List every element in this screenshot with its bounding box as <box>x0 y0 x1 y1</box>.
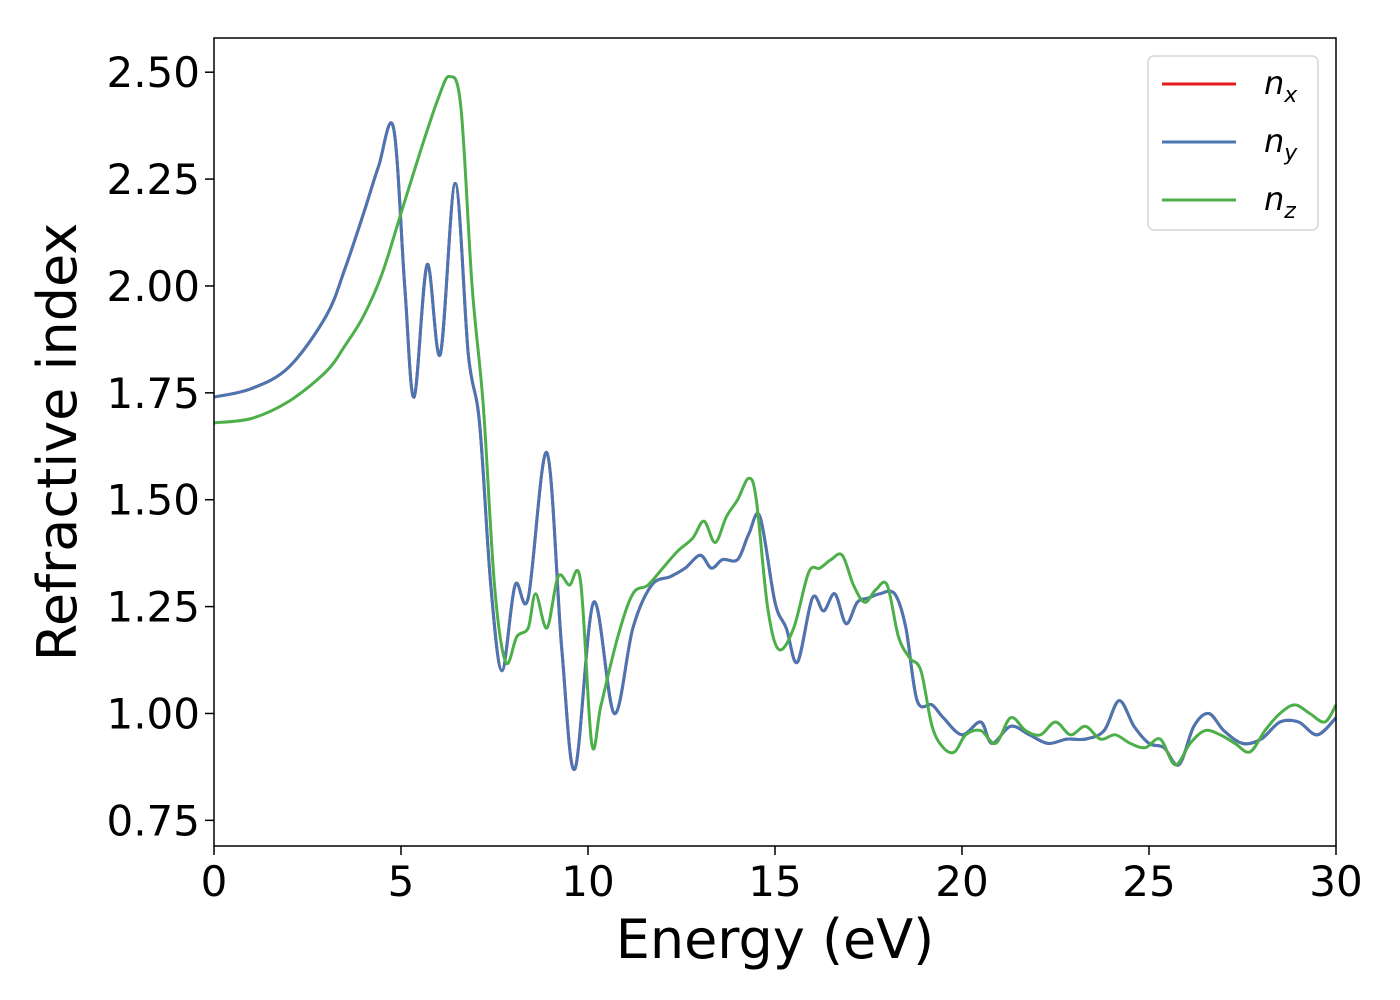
y-tick-label: 0.75 <box>106 796 200 845</box>
y-tick-label: 2.50 <box>106 48 200 97</box>
y-tick-label: 1.25 <box>106 583 200 632</box>
x-tick-label: 30 <box>1309 857 1362 906</box>
series-line-n-z <box>213 74 1338 767</box>
x-tick-label: 10 <box>561 857 614 906</box>
y-tick-label: 2.25 <box>106 155 200 204</box>
plot-lines <box>213 74 1338 771</box>
legend-label: nx <box>1264 64 1298 108</box>
y-axis-ticks: 0.75 1.00 1.25 1.50 1.75 2.00 2.25 2.50 <box>106 48 214 845</box>
x-tick-label: 0 <box>201 857 228 906</box>
x-axis-ticks: 0 5 10 15 20 25 30 <box>201 846 1363 906</box>
x-tick-label: 5 <box>388 857 415 906</box>
y-tick-label: 1.50 <box>106 476 200 525</box>
x-tick-label: 20 <box>935 857 988 906</box>
series-line-n-y <box>213 121 1338 771</box>
legend-label: nz <box>1264 180 1296 224</box>
legend: nx ny nz <box>1147 55 1319 231</box>
y-axis-title: Refractive index <box>26 223 89 662</box>
y-tick-label: 2.00 <box>106 262 200 311</box>
y-tick-label: 1.75 <box>106 369 200 418</box>
x-tick-label: 25 <box>1122 857 1175 906</box>
x-axis-title: Energy (eV) <box>616 908 935 971</box>
x-tick-label: 15 <box>748 857 801 906</box>
legend-label: ny <box>1264 122 1298 166</box>
y-tick-label: 1.00 <box>106 689 200 738</box>
